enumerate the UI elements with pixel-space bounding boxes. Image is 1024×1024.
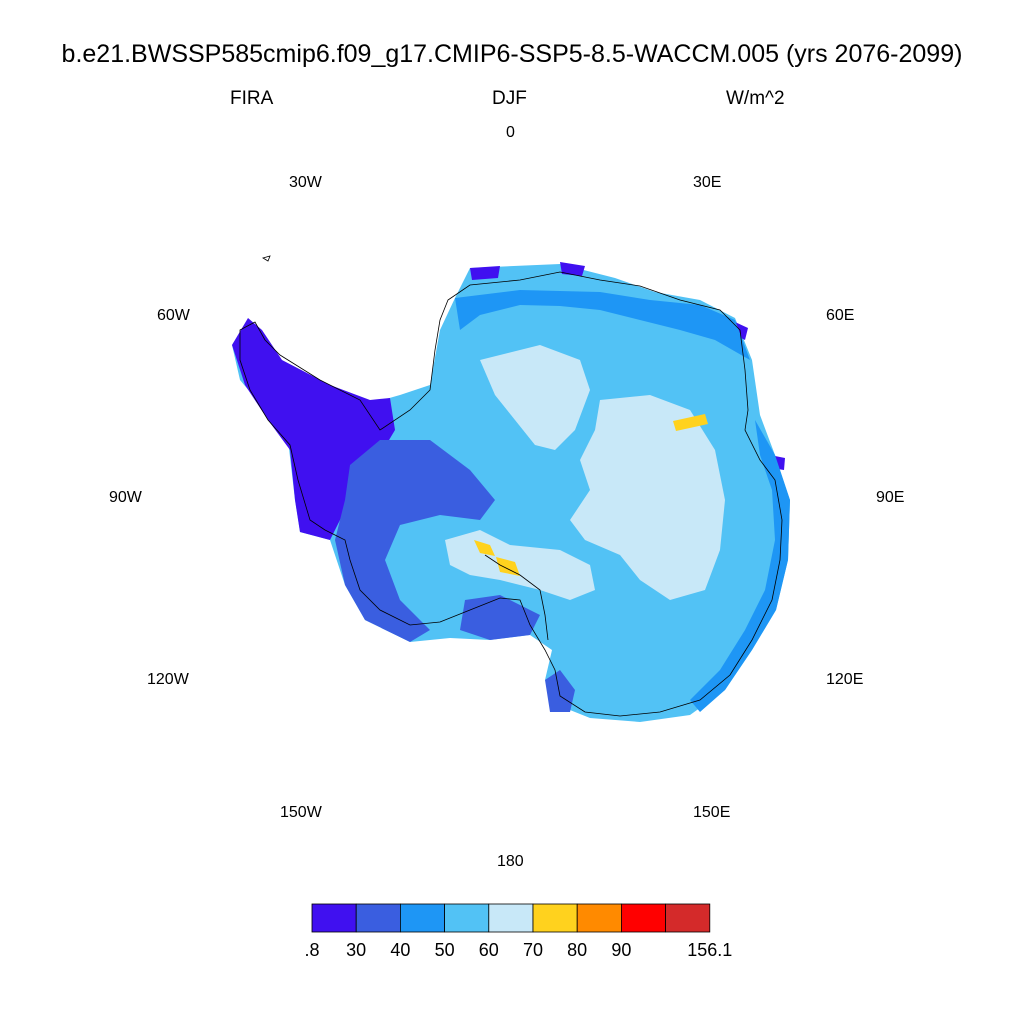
colorbar-tick-label: 70	[522, 940, 544, 960]
plateau-region-north	[480, 345, 590, 450]
colorbar-tick-label: 90	[611, 940, 632, 960]
east-coast-fringe	[545, 670, 575, 712]
variable-label: FIRA	[230, 88, 274, 109]
lon-label-90w: 90W	[109, 489, 142, 506]
lon-label-120e: 120E	[826, 671, 864, 688]
season-label: DJF	[492, 88, 527, 109]
plateau-region-east	[570, 395, 725, 600]
lon-label-120w: 120W	[147, 671, 189, 688]
colorbar-swatch	[488, 903, 534, 933]
lon-label-180: 180	[497, 853, 524, 870]
lon-label-150e: 150E	[693, 804, 731, 821]
colorbar-tick-label: 156.1	[687, 940, 733, 960]
lon-label-60e: 60E	[826, 307, 855, 324]
colorbar-tick-label: 60	[478, 940, 499, 960]
hotspot-transantarctic	[474, 540, 520, 576]
east-coast-band	[690, 420, 790, 712]
colorbar-tick-label: 40	[390, 940, 411, 960]
west-antarctica-mid-region	[335, 440, 495, 642]
colorbar-swatch	[532, 903, 578, 933]
colorbar-tick-label: 50	[434, 940, 455, 960]
coastal-band-50	[455, 290, 750, 360]
colorbar-swatch	[355, 903, 401, 933]
colorbar-swatch	[311, 903, 357, 933]
lon-label-0: 0	[506, 124, 515, 141]
lon-label-60w: 60W	[157, 307, 190, 324]
lon-label-30e: 30E	[693, 174, 722, 191]
colorbar-swatch	[576, 903, 622, 933]
units-label: W/m^2	[726, 88, 785, 109]
lon-label-90e: 90E	[876, 489, 905, 506]
lon-label-150w: 150W	[280, 804, 322, 821]
colorbar-tick-label: .8	[304, 940, 320, 960]
peninsula-tip	[262, 255, 271, 262]
colorbar-tick-label: 30	[346, 940, 367, 960]
plot-title: b.e21.BWSSP585cmip6.f09_g17.CMIP6-SSP5-8…	[61, 40, 963, 68]
colorbar-swatch	[665, 903, 711, 933]
lon-label-30w: 30W	[289, 174, 322, 191]
coastline	[239, 271, 783, 717]
colorbar-swatch	[444, 903, 490, 933]
colorbar	[311, 903, 711, 933]
colorbar-swatch	[399, 903, 445, 933]
colorbar-tick-label: 80	[567, 940, 588, 960]
ice-shelf-line	[484, 554, 549, 641]
colorbar-swatch	[621, 903, 667, 933]
hotspot-east	[673, 414, 708, 431]
